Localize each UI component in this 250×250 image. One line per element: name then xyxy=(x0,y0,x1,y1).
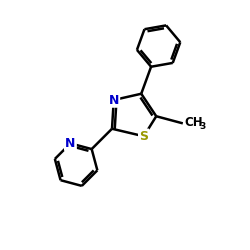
Text: N: N xyxy=(65,137,76,150)
Text: S: S xyxy=(139,130,148,143)
Text: CH: CH xyxy=(184,116,203,128)
Text: N: N xyxy=(108,94,119,106)
Text: 3: 3 xyxy=(199,122,205,131)
